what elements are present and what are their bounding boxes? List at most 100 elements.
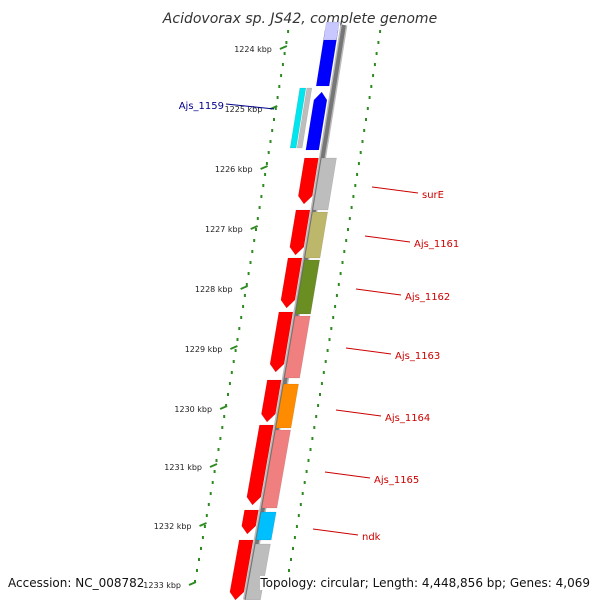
genome-summary: Topology: circular; Length: 4,448,856 bp… (260, 576, 590, 590)
outer-ruler-dot (290, 558, 292, 561)
outer-ruler-dot (303, 481, 306, 484)
outer-ruler-dot (301, 492, 304, 495)
ruler-tick-label: 1224 kbp (234, 45, 272, 54)
outer-ruler-dot (311, 437, 314, 440)
ruler-tick (199, 522, 207, 527)
outer-ruler-dot (341, 261, 344, 264)
ruler-tick-label: 1228 kbp (195, 285, 233, 294)
inner-ruler-dot (198, 558, 200, 561)
ruler-tick-label: 1225 kbp (225, 105, 263, 114)
outer-ruler-dot (297, 514, 300, 517)
inner-ruler-dot (278, 85, 281, 88)
inner-ruler-dot (271, 129, 274, 132)
inner-ruler-dot (203, 525, 206, 528)
gene-label-ajs-1165: Ajs_1165 (374, 475, 419, 486)
gene-label-leader (355, 288, 402, 296)
gene-label-ajs-1162: Ajs_1162 (405, 292, 450, 303)
reverse-gene-ajs1159 (305, 91, 328, 151)
outer-ruler-dot (361, 140, 364, 143)
gene-label-leader (335, 409, 382, 417)
outer-ruler-dot (348, 217, 351, 220)
forward-gene-arrow (229, 539, 254, 600)
inner-ruler-dot (221, 426, 224, 429)
inner-ruler-dot (232, 360, 235, 363)
outer-ruler-dot (357, 162, 360, 165)
gene-labels: Ajs_1159 surE Ajs_1161 Ajs_1162 Ajs_1163 Ajs_… (179, 101, 460, 543)
gene-label-ajs-1161: Ajs_1161 (414, 239, 459, 250)
outer-ruler-dot (305, 470, 308, 473)
map-title: Acidovorax sp. JS42, complete genome (162, 11, 437, 27)
outer-ruler-dot (322, 371, 325, 374)
inner-ruler-dot (227, 393, 229, 396)
inner-ruler-dot (253, 239, 256, 242)
ruler-tick (250, 225, 259, 230)
inner-ruler-dot (238, 327, 241, 330)
inner-ruler-dot (269, 140, 272, 143)
gene-label-sure: surE (422, 190, 444, 201)
inner-ruler-dot (236, 338, 239, 341)
outer-ruler-dot (356, 173, 359, 176)
outer-ruler-dot (368, 96, 371, 99)
outer-ruler-dot (332, 316, 335, 319)
kbp-ruler: 1224 kbp 1225 kbp 1226 kbp 1227 kbp 1228 kbp… (143, 30, 382, 590)
outer-ruler-dot (370, 85, 373, 88)
outer-ruler-dot (317, 404, 320, 407)
ruler-tick-label: 1233 kbp (143, 581, 181, 590)
forward-gene-arrow (269, 311, 294, 373)
inner-ruler-dot (200, 547, 202, 550)
inner-ruler-dot (215, 459, 218, 462)
ajs1159-feature-2 (296, 87, 313, 149)
outer-ruler-dot (309, 448, 312, 451)
outer-ruler-dot (350, 206, 353, 209)
inner-ruler-dot (219, 437, 222, 440)
ruler-tick (188, 581, 197, 586)
outer-ruler-dot (326, 349, 329, 352)
outer-ruler-dot (307, 459, 310, 462)
forward-gene-arrow (241, 509, 259, 535)
gene-label-ndk: ndk (362, 532, 381, 543)
forward-gene-arrow (289, 209, 311, 256)
forward-gene-arrow (246, 424, 274, 506)
outer-ruler-dot (377, 41, 380, 44)
inner-ruler-dot (274, 107, 277, 110)
gene-label-leader (312, 528, 359, 536)
ruler-tick (209, 463, 218, 468)
outer-ruler-dot (365, 118, 367, 121)
ajs1164-feature (275, 383, 299, 429)
inner-ruler-dot (209, 492, 212, 495)
ajs1161-feature (304, 211, 328, 259)
ajs1163-feature (284, 315, 311, 379)
inner-ruler-dot (285, 41, 288, 44)
inner-ruler-dot (276, 96, 279, 99)
forward-gene-arrow (280, 257, 303, 309)
inner-ruler-dot (287, 30, 290, 33)
ajs1159-feature (289, 87, 307, 149)
inner-ruler-dot (217, 448, 220, 451)
inner-ruler-dot (280, 74, 283, 77)
forward-gene-arrow (261, 379, 282, 423)
outer-ruler-dot (354, 184, 357, 187)
outer-ruler-dot (352, 195, 355, 198)
outer-ruler-dot (330, 327, 333, 330)
outer-ruler-dot (324, 360, 327, 363)
inner-ruler-dot (234, 349, 237, 352)
inner-ruler-dot (211, 481, 214, 484)
inner-ruler-dot (245, 283, 248, 286)
inner-ruler-dot (196, 569, 198, 572)
inner-ruler-dot (201, 536, 204, 539)
inner-ruler-dot (255, 228, 257, 231)
ajs1165-feature (261, 429, 291, 509)
gene-label-leader (225, 103, 275, 110)
inner-ruler-dot (205, 514, 208, 517)
outer-ruler-dot (366, 107, 369, 110)
ruler-tick (240, 285, 248, 290)
gene-label-ajs-1159: Ajs_1159 (179, 101, 224, 112)
outer-ruler-dot (339, 272, 342, 275)
ruler-tick-label: 1230 kbp (174, 405, 212, 414)
outer-ruler-dot (345, 239, 348, 242)
inner-ruler-dot (260, 195, 263, 198)
ndk-feature (255, 511, 277, 541)
inner-ruler-dot (262, 184, 265, 187)
outer-ruler-dot (315, 415, 318, 418)
ruler-tick-label: 1227 kbp (205, 225, 243, 234)
